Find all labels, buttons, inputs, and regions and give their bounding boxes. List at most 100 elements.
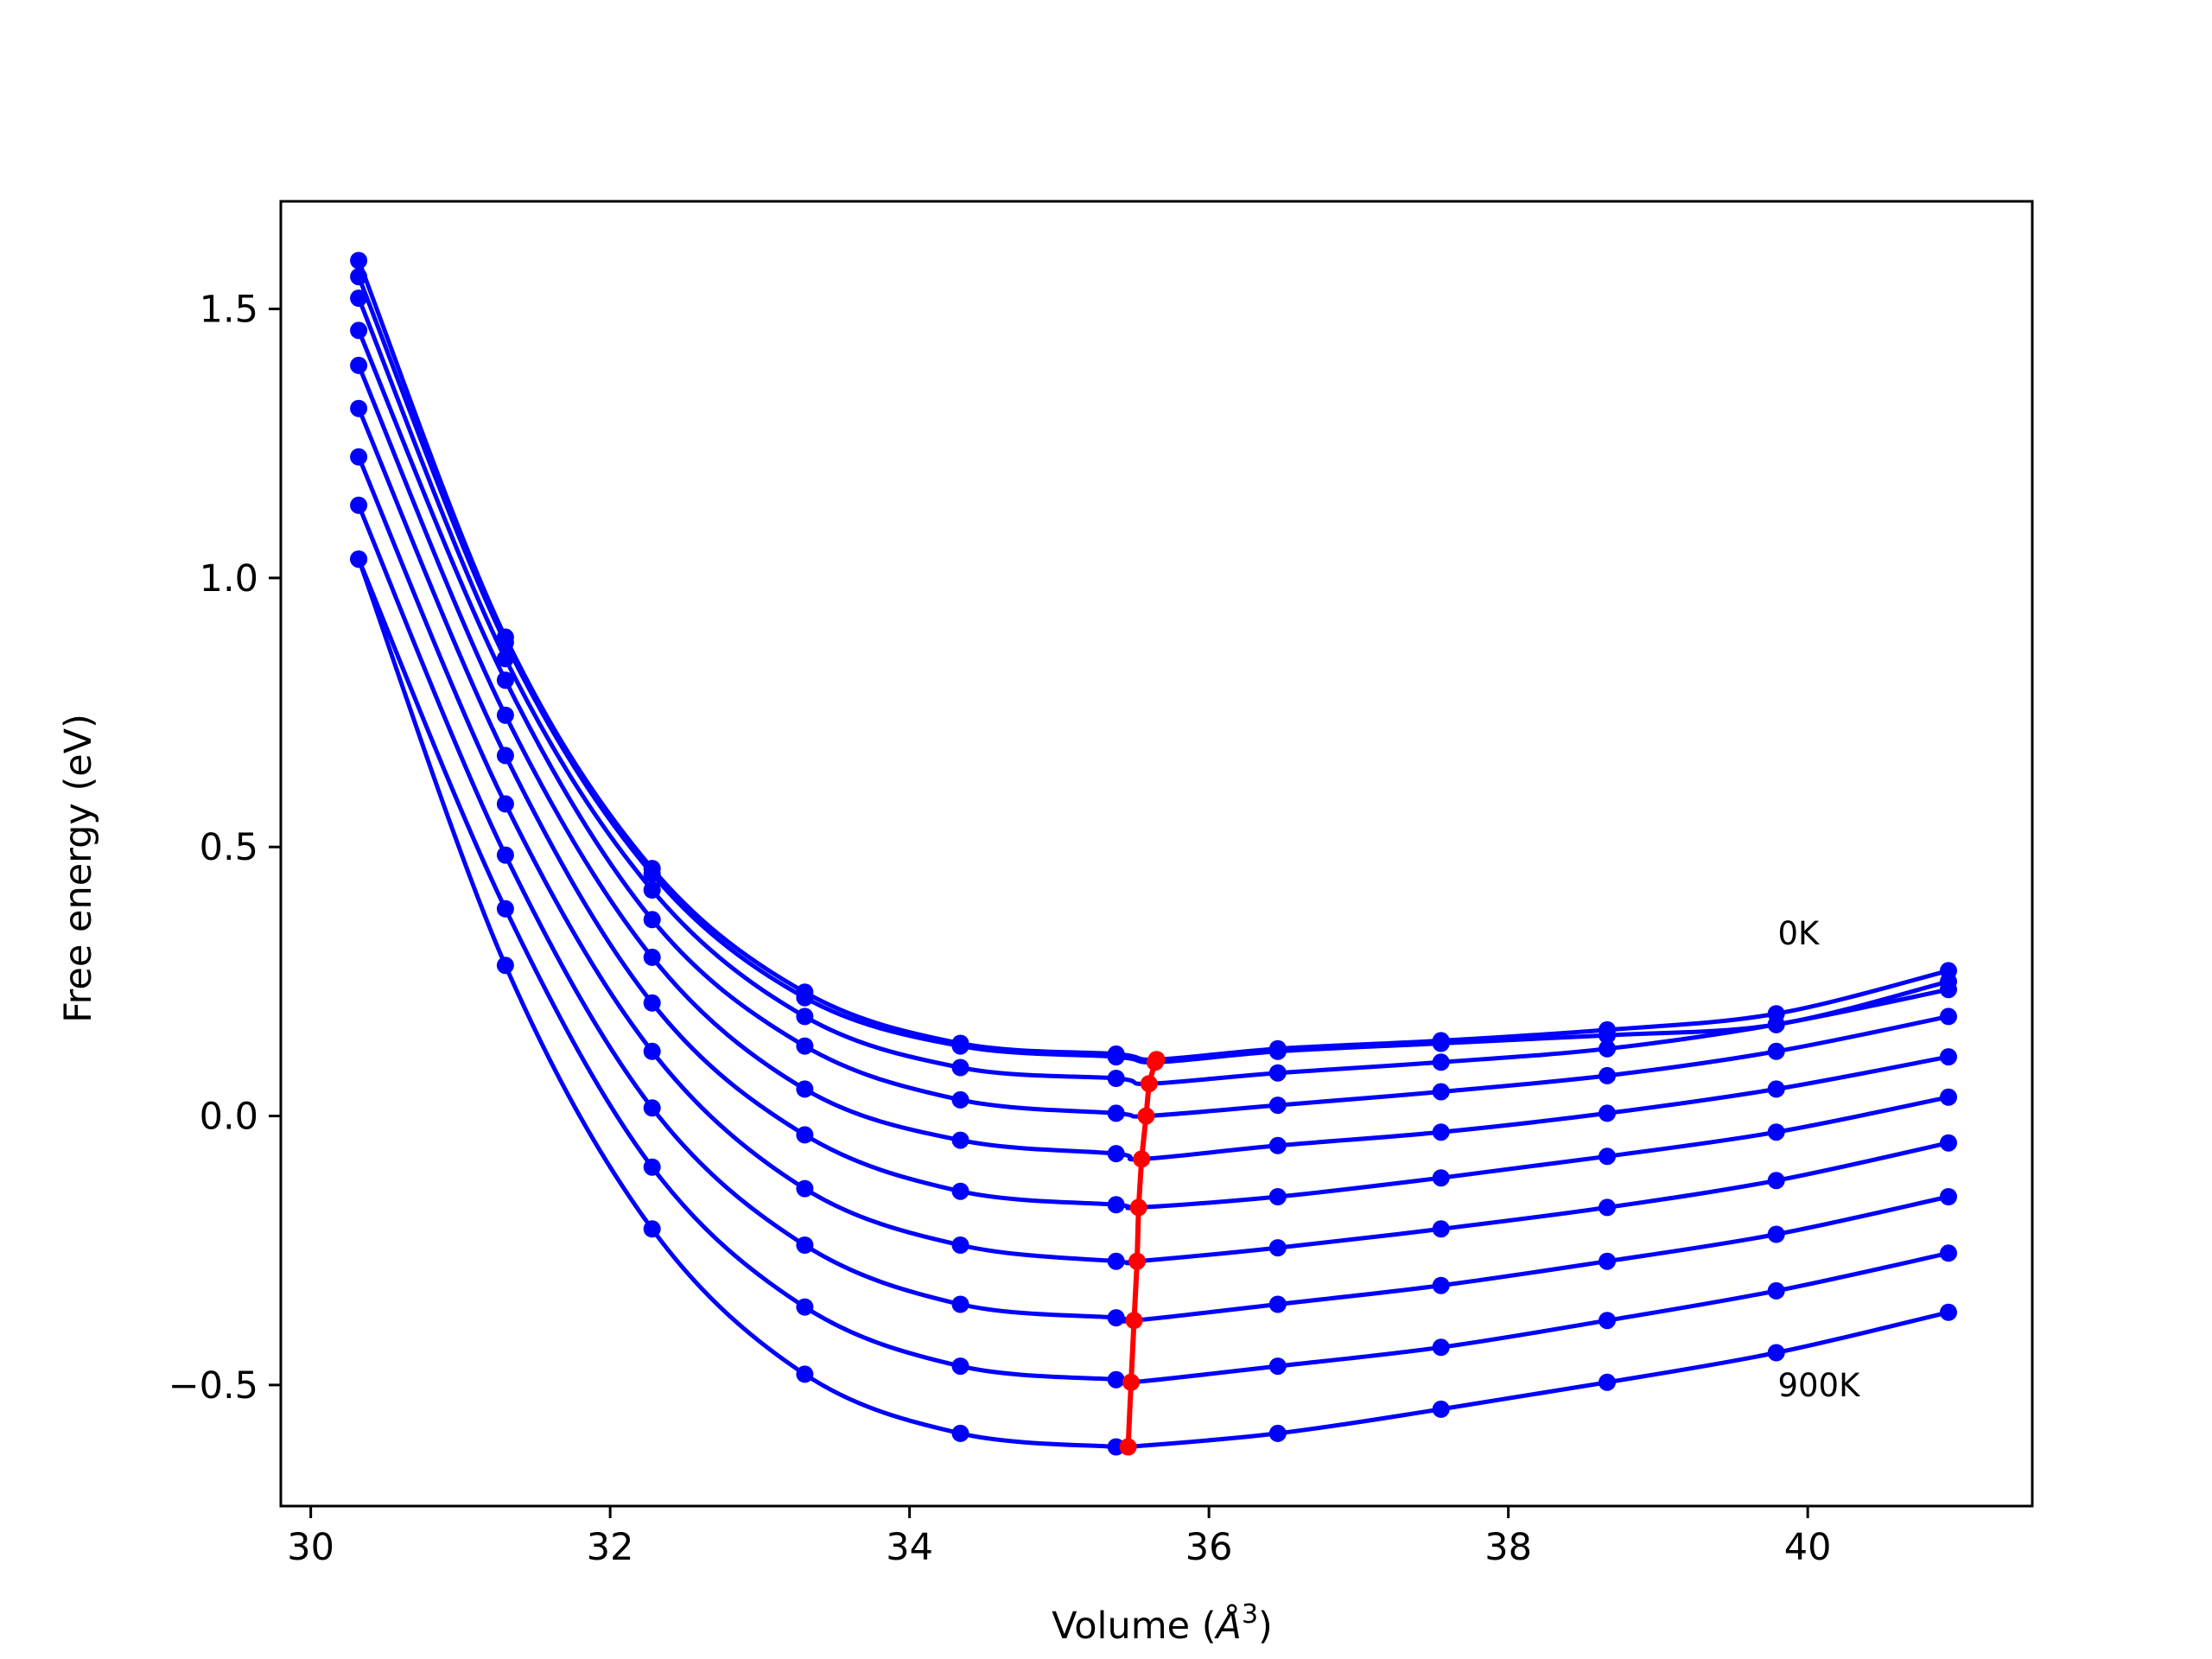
minimum-point	[1128, 1252, 1146, 1270]
data-point	[350, 496, 368, 514]
data-point	[643, 1042, 661, 1060]
data-point	[951, 1236, 969, 1254]
data-point	[1767, 1225, 1785, 1243]
data-point	[496, 633, 514, 652]
data-point	[1940, 1244, 1957, 1262]
data-point	[1432, 1053, 1450, 1071]
data-point	[643, 1099, 661, 1117]
data-point	[796, 988, 814, 1007]
y-tick-label: −0.5	[168, 1364, 258, 1408]
data-point	[1432, 1338, 1450, 1357]
x-axis-label-unit: Å	[1214, 1604, 1242, 1648]
data-point	[1599, 1252, 1616, 1270]
data-point	[951, 1295, 969, 1313]
data-point	[1107, 1438, 1125, 1456]
x-tick-label: 30	[287, 1526, 334, 1569]
data-point	[643, 994, 661, 1012]
minimum-point	[1125, 1312, 1143, 1330]
data-point	[1268, 1424, 1287, 1442]
data-point	[643, 1220, 661, 1238]
data-point	[1599, 1039, 1616, 1058]
x-tick-label: 32	[587, 1526, 634, 1569]
data-point	[796, 1236, 814, 1254]
data-point	[1767, 1015, 1785, 1033]
data-point	[1940, 1188, 1957, 1205]
data-point	[951, 1424, 969, 1442]
data-point	[1940, 1134, 1957, 1152]
data-point	[1940, 1048, 1957, 1066]
data-point	[1107, 1145, 1125, 1163]
data-point	[1599, 1373, 1616, 1391]
data-point	[350, 289, 368, 308]
data-point	[496, 957, 514, 975]
data-point	[496, 706, 514, 724]
data-point	[1268, 1188, 1287, 1205]
data-point	[496, 899, 514, 918]
data-point	[796, 1298, 814, 1316]
data-point	[643, 865, 661, 883]
data-point	[1107, 1196, 1125, 1214]
data-point	[643, 911, 661, 929]
data-point	[796, 1037, 814, 1055]
data-point	[350, 251, 368, 270]
temperature-annotation: 900K	[1777, 1367, 1861, 1404]
data-point	[951, 1182, 969, 1200]
data-point	[1432, 1123, 1450, 1141]
data-point	[1107, 1104, 1125, 1122]
y-tick-label: 0.5	[200, 826, 258, 869]
data-point	[350, 550, 368, 569]
data-point	[796, 1007, 814, 1026]
data-point	[1268, 1357, 1287, 1376]
data-point	[1268, 1295, 1287, 1313]
data-point	[496, 747, 514, 765]
data-point	[1432, 1220, 1450, 1238]
minimum-point	[1146, 1053, 1164, 1071]
data-point	[350, 399, 368, 417]
data-point	[1599, 1198, 1616, 1217]
minimum-point	[1122, 1373, 1140, 1391]
data-point	[1599, 1027, 1616, 1045]
data-point	[951, 1058, 969, 1077]
data-point	[1107, 1070, 1125, 1087]
minimum-point	[1129, 1198, 1147, 1217]
data-point	[1268, 1239, 1287, 1257]
data-point	[643, 881, 661, 899]
data-point	[1599, 1104, 1616, 1122]
temperature-annotation: 0K	[1777, 915, 1821, 952]
data-point	[350, 268, 368, 286]
x-axis-label: Volume (Å3)	[1052, 1599, 1273, 1648]
data-point	[1940, 1303, 1957, 1321]
data-point	[1940, 1007, 1957, 1026]
data-point	[1107, 1252, 1125, 1270]
data-point	[951, 1131, 969, 1149]
y-axis-label: Free energy (eV)	[57, 714, 100, 1023]
data-point	[1432, 1083, 1450, 1101]
data-point	[1268, 1042, 1287, 1060]
minimum-point	[1140, 1075, 1158, 1093]
x-axis-label-exponent: 3	[1242, 1599, 1258, 1630]
data-point	[1107, 1370, 1125, 1389]
minimum-point	[1119, 1438, 1137, 1456]
data-point	[1767, 1042, 1785, 1060]
y-tick-label: 0.0	[200, 1096, 258, 1139]
x-axis-label-close: )	[1258, 1605, 1273, 1648]
data-point	[1767, 1172, 1785, 1190]
data-point	[1767, 1281, 1785, 1300]
data-point	[643, 1158, 661, 1176]
minima-line	[1125, 1058, 1160, 1447]
data-point	[1432, 1169, 1450, 1187]
data-point	[1767, 1344, 1785, 1362]
data-point	[1940, 1088, 1957, 1106]
data-point	[496, 671, 514, 690]
data-point	[350, 448, 368, 466]
data-point	[350, 321, 368, 340]
data-point	[1599, 1312, 1616, 1330]
data-point	[1432, 1400, 1450, 1418]
minimum-point	[1137, 1107, 1155, 1125]
x-tick-label: 38	[1484, 1526, 1532, 1569]
x-tick-label: 34	[886, 1526, 933, 1569]
data-point	[496, 650, 514, 668]
data-point	[1599, 1147, 1616, 1166]
